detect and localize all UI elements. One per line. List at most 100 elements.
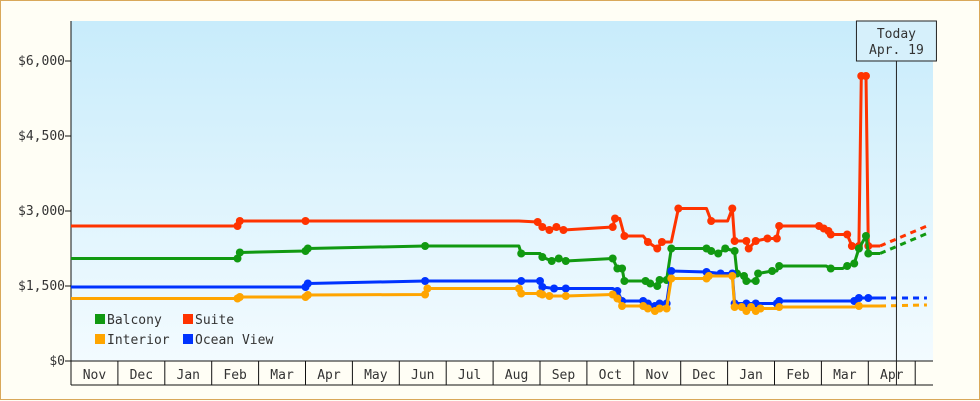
data-point xyxy=(559,226,568,234)
data-point xyxy=(303,291,312,299)
data-point xyxy=(538,223,547,231)
x-tick-label: Aug xyxy=(505,368,528,383)
data-point xyxy=(714,249,723,258)
data-point xyxy=(864,249,873,258)
data-point xyxy=(538,253,547,261)
data-point xyxy=(775,303,784,311)
data-point xyxy=(763,234,772,243)
data-point xyxy=(611,214,620,223)
data-point xyxy=(533,218,542,226)
data-point xyxy=(554,254,563,263)
x-tick-label: Jan xyxy=(739,368,762,383)
data-point xyxy=(550,284,559,293)
data-point xyxy=(704,272,713,280)
data-point xyxy=(843,230,852,239)
data-point xyxy=(421,290,430,299)
data-point xyxy=(620,277,629,285)
data-point xyxy=(545,292,554,300)
legend-entry: Ocean View xyxy=(195,333,273,348)
data-point xyxy=(775,297,784,305)
data-point xyxy=(303,244,312,253)
data-point xyxy=(608,223,617,231)
data-point xyxy=(730,247,739,255)
data-point xyxy=(721,244,730,253)
x-tick-label: Nov xyxy=(83,368,107,383)
data-point xyxy=(547,257,556,265)
data-point xyxy=(613,294,622,303)
data-point xyxy=(744,244,753,253)
data-point xyxy=(667,274,676,283)
data-point xyxy=(775,222,784,230)
data-point xyxy=(235,217,244,225)
x-tick-label: Feb xyxy=(223,368,247,383)
y-tick-label: $6,000 xyxy=(18,54,65,69)
data-point xyxy=(646,279,655,288)
projection-line xyxy=(879,224,928,248)
data-point xyxy=(728,272,737,280)
data-point xyxy=(754,269,763,278)
data-point xyxy=(655,276,664,284)
data-point xyxy=(552,223,561,231)
data-point xyxy=(657,238,666,246)
data-point xyxy=(742,237,751,245)
data-point xyxy=(662,304,671,313)
data-point xyxy=(861,72,870,80)
data-point xyxy=(653,244,662,253)
legend-entry: Interior xyxy=(107,333,170,348)
data-point xyxy=(667,267,676,275)
data-point xyxy=(561,257,570,265)
data-point xyxy=(826,264,835,273)
data-point xyxy=(620,232,629,240)
today-date: Apr. 19 xyxy=(869,43,924,58)
legend-swatch xyxy=(183,334,193,344)
data-point xyxy=(536,277,544,285)
data-point xyxy=(517,289,526,298)
data-point xyxy=(545,226,554,234)
data-point xyxy=(847,242,856,250)
data-point xyxy=(768,267,777,275)
data-point xyxy=(235,293,244,301)
x-tick-label: Feb xyxy=(786,368,810,383)
x-tick-label: Jul xyxy=(458,368,481,383)
x-tick-label: Mar xyxy=(833,368,857,383)
data-point xyxy=(854,294,863,302)
today-box xyxy=(855,20,937,62)
x-tick-label: Mar xyxy=(270,368,294,383)
data-point xyxy=(728,204,737,213)
data-point xyxy=(561,292,570,300)
data-point xyxy=(707,247,716,255)
legend-swatch xyxy=(95,334,105,344)
y-tick-label: $1,500 xyxy=(18,279,65,294)
data-point xyxy=(421,242,430,250)
x-tick-label: Apr xyxy=(317,368,341,383)
data-point xyxy=(730,303,739,311)
x-tick-label: Jan xyxy=(177,368,200,383)
data-point xyxy=(303,279,312,288)
data-point xyxy=(707,217,716,225)
data-point xyxy=(667,244,676,253)
data-point xyxy=(235,248,244,257)
data-point xyxy=(301,217,310,225)
data-point xyxy=(561,284,570,293)
data-point xyxy=(751,237,760,245)
x-tick-label: Jun xyxy=(411,368,434,383)
legend-entry: Balcony xyxy=(107,313,162,328)
data-point xyxy=(772,234,781,243)
y-tick-label: $4,500 xyxy=(18,129,65,144)
y-tick-label: $3,000 xyxy=(18,204,65,219)
data-point xyxy=(854,302,863,310)
data-point xyxy=(517,277,526,285)
data-point xyxy=(850,259,859,268)
data-point xyxy=(618,264,627,273)
data-point xyxy=(233,254,242,263)
data-point xyxy=(756,304,765,313)
data-point xyxy=(643,304,652,313)
data-point xyxy=(653,282,662,290)
x-tick-label: Sep xyxy=(552,368,576,383)
data-point xyxy=(751,277,760,285)
data-point xyxy=(655,304,664,313)
today-label: Today xyxy=(877,27,916,42)
data-point xyxy=(618,302,627,310)
